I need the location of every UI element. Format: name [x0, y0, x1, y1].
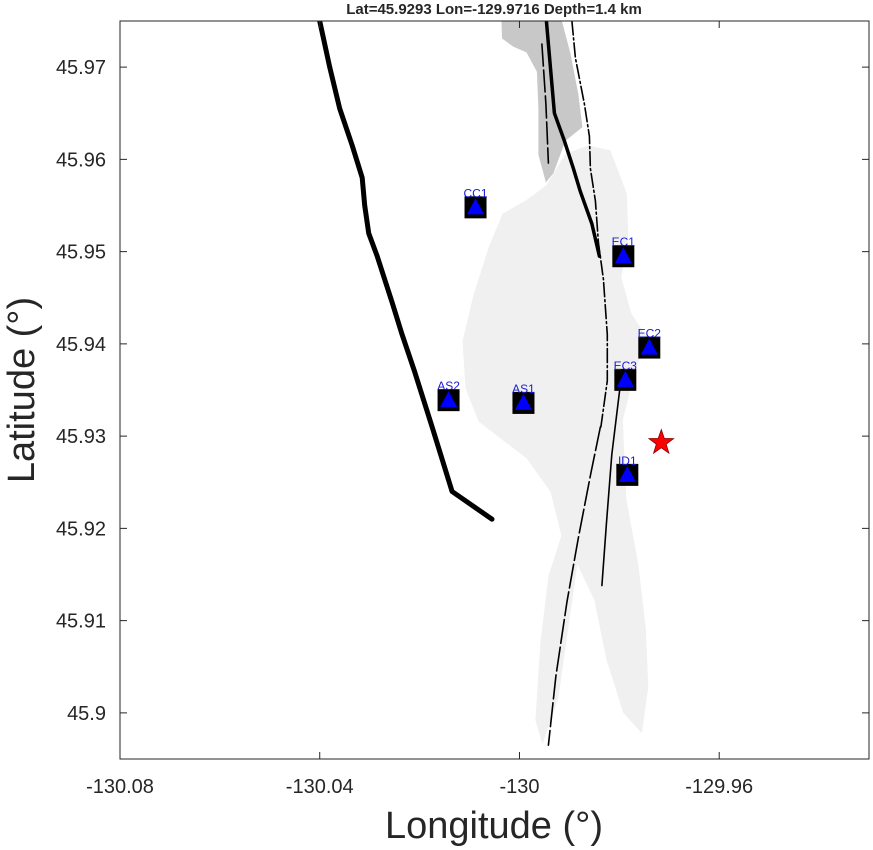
- epicenter-layer: [647, 428, 675, 455]
- fault-line-3: [541, 43, 550, 164]
- station-triangle-icon: [618, 465, 636, 482]
- stations-layer: CC1 EC1 EC2 EC3 AS2 AS1 ID1: [437, 186, 661, 486]
- y-axis-title: Latitude (°): [1, 297, 43, 483]
- y-tick-label: 45.94: [56, 334, 106, 356]
- station-ec2: EC2: [638, 327, 662, 359]
- x-tick-label: -129.96: [685, 776, 753, 798]
- lava-flow-light-1: [462, 145, 649, 745]
- station-as2: AS2: [437, 379, 460, 412]
- y-tick-label: 45.91: [56, 611, 106, 633]
- y-tick-label: 45.93: [56, 426, 106, 448]
- y-tick-label: 45.96: [56, 149, 106, 171]
- fault-line-2: [571, 21, 609, 428]
- station-label: CC1: [464, 186, 488, 200]
- y-tick-label: 45.97: [56, 57, 106, 79]
- x-tick-label: -130.08: [86, 776, 154, 798]
- station-label: EC2: [638, 327, 662, 341]
- station-ec3: EC3: [614, 359, 638, 391]
- station-label: ID1: [618, 454, 637, 468]
- station-label: AS1: [512, 382, 535, 396]
- station-label: EC3: [614, 359, 638, 373]
- plot-title: Lat=45.9293 Lon=-129.9716 Depth=1.4 km: [346, 1, 642, 18]
- x-axis-title: Longitude (°): [385, 805, 603, 847]
- station-triangle-icon: [514, 393, 532, 410]
- fault-line-0: [317, 21, 495, 522]
- station-id1: ID1: [616, 454, 639, 486]
- axis-ticks: -130.08 -130.04 -130 -129.96 45.9 45.91 45.92 4…: [56, 21, 869, 798]
- epicenter-star-icon: [647, 428, 675, 455]
- station-as1: AS1: [512, 382, 535, 414]
- y-tick-label: 45.92: [56, 518, 106, 540]
- lava-flows-layer: [462, 21, 649, 745]
- y-tick-label: 45.95: [56, 242, 106, 264]
- station-triangle-icon: [467, 198, 485, 215]
- station-triangle-icon: [440, 391, 458, 408]
- station-label: EC1: [612, 235, 636, 249]
- station-triangle-icon: [614, 247, 632, 264]
- x-tick-label: -130.04: [286, 776, 354, 798]
- station-cc1: CC1: [464, 186, 488, 219]
- y-tick-label: 45.9: [67, 703, 106, 725]
- fault-line-5: [547, 426, 602, 747]
- station-ec1: EC1: [612, 235, 636, 268]
- faults-layer: [317, 21, 622, 747]
- station-triangle-icon: [640, 338, 658, 355]
- lava-flow-dark-0: [501, 21, 583, 183]
- station-triangle-icon: [616, 370, 634, 387]
- fault-line-4: [601, 379, 622, 587]
- plot-frame: [119, 20, 870, 760]
- x-tick-label: -130: [499, 776, 539, 798]
- station-label: AS2: [437, 379, 460, 393]
- fault-line-1: [544, 21, 602, 258]
